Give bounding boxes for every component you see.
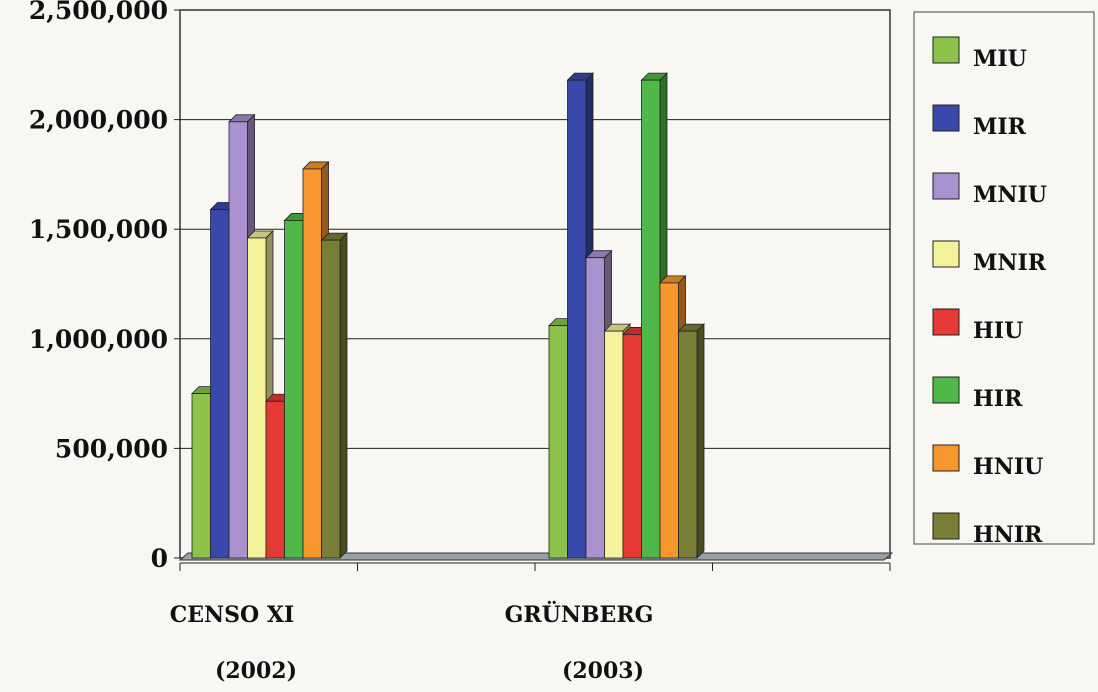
- legend-label-hiu: HIU: [973, 318, 1023, 344]
- y-tick-label: 2,000,000: [29, 106, 168, 135]
- legend-label-mir: MIR: [973, 114, 1027, 140]
- y-tick-label: 500,000: [55, 434, 168, 463]
- legend: MIU MIR MNIU MNIR HIU HIR HNIU HNIR: [913, 11, 1095, 548]
- legend-swatch-hir: [932, 376, 960, 404]
- x-category-sublabel: (2003): [562, 658, 644, 684]
- legend-label-hniu: HNIU: [973, 454, 1043, 480]
- legend-swatch-miu: [932, 36, 960, 64]
- bars: [191, 72, 705, 559]
- legend-label-miu: MIU: [973, 46, 1027, 72]
- legend-label-mnir: MNIR: [973, 250, 1047, 276]
- legend-label-mniu: MNIU: [973, 182, 1047, 208]
- y-tick-label: 1,000,000: [29, 325, 168, 354]
- axis-labels: 0 500,000 1,000,000 1,500,000 2,000,000 2,500…: [29, 0, 654, 684]
- legend-swatch-mir: [932, 104, 960, 132]
- axes: [174, 9, 894, 571]
- legend-swatch-mnir: [932, 240, 960, 268]
- y-tick-label: 2,500,000: [29, 0, 168, 25]
- legend-label-hnir: HNIR: [973, 522, 1043, 548]
- x-category-label: CENSO XI: [170, 602, 294, 628]
- x-category-sublabel: (2002): [215, 658, 297, 684]
- legend-label-hir: HIR: [973, 386, 1023, 412]
- bar-hnir: [677, 323, 705, 559]
- x-category-label: GRÜNBERG: [505, 600, 654, 628]
- legend-swatch-hiu: [932, 308, 960, 336]
- bar-hnir: [320, 232, 348, 559]
- y-tick-label: 1,500,000: [29, 215, 168, 244]
- y-tick-label: 0: [151, 544, 168, 573]
- chart-floor: [178, 552, 894, 561]
- legend-swatch-hniu: [932, 444, 960, 472]
- legend-swatch-mniu: [932, 172, 960, 200]
- legend-swatch-hnir: [932, 512, 960, 540]
